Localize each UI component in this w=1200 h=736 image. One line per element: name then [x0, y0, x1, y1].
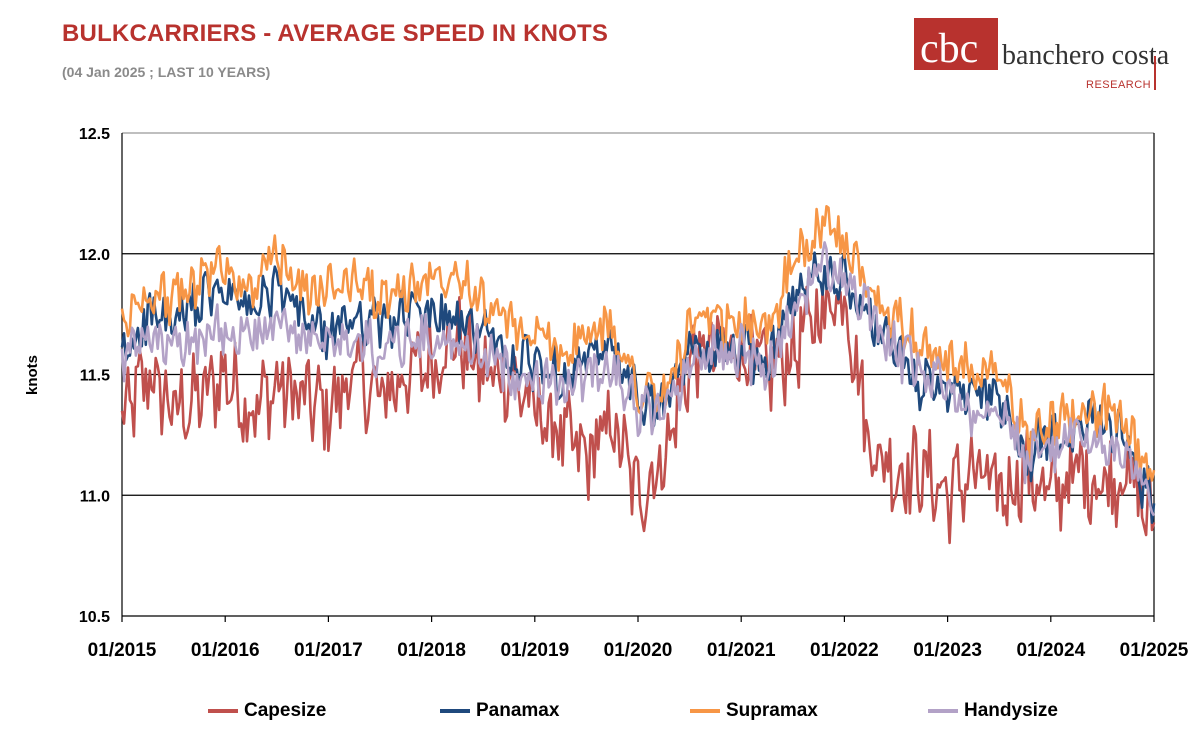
- legend-swatch: [928, 709, 958, 713]
- x-tick-01/2015: 01/2015: [88, 640, 157, 661]
- x-tick-01/2023: 01/2023: [913, 640, 982, 661]
- chart-subtitle: (04 Jan 2025 ; LAST 10 YEARS): [62, 64, 271, 80]
- series-line-handysize: [120, 241, 1156, 517]
- legend-label: Panamax: [476, 700, 560, 721]
- y-axis-label: knots: [24, 355, 41, 395]
- y-tick-12.0: 12.0: [79, 247, 110, 264]
- x-tick-01/2022: 01/2022: [810, 640, 879, 661]
- y-tick-11.5: 11.5: [80, 368, 110, 385]
- x-tick-01/2019: 01/2019: [500, 640, 569, 661]
- x-tick-labels: 01/2015 01/2016 01/2017 01/2018 01/2019 01/20…: [88, 616, 1189, 661]
- x-tick-01/2025: 01/2025: [1120, 640, 1189, 661]
- legend-label: Handysize: [964, 700, 1058, 721]
- logo-monogram: cbc: [920, 26, 978, 72]
- legend-item-panamax: Panamax: [440, 698, 559, 724]
- legend-swatch: [208, 709, 238, 713]
- legend-swatch: [690, 709, 720, 713]
- x-tick-01/2021: 01/2021: [707, 640, 776, 661]
- logo-divider: [1154, 56, 1156, 90]
- legend-item-handysize: Handysize: [928, 698, 1058, 724]
- logo-brand-text: banchero costa: [1002, 40, 1170, 71]
- y-tick-10.5: 10.5: [79, 609, 110, 626]
- x-tick-01/2016: 01/2016: [191, 640, 260, 661]
- legend-label: Supramax: [726, 700, 818, 721]
- y-tick-12.5: 12.5: [79, 126, 110, 143]
- x-tick-01/2024: 01/2024: [1016, 640, 1085, 661]
- chart-title: BULKCARRIERS - AVERAGE SPEED IN KNOTS: [62, 20, 609, 47]
- series-line-supramax: [120, 205, 1156, 482]
- legend-swatch: [440, 709, 470, 713]
- legend-item-supramax: Supramax: [690, 698, 818, 724]
- logo-sub-text: RESEARCH: [1086, 79, 1152, 91]
- y-tick-11.0: 11.0: [80, 488, 110, 505]
- banchero-costa-logo: cbc: [914, 18, 998, 72]
- y-tick-labels: 10.5 11.0 11.5 12.0 12.5: [79, 126, 110, 626]
- x-tick-01/2017: 01/2017: [294, 640, 363, 661]
- legend-item-capesize: Capesize: [208, 698, 326, 724]
- x-tick-01/2018: 01/2018: [397, 640, 466, 661]
- legend-label: Capesize: [244, 700, 327, 721]
- series-lines: [120, 205, 1156, 545]
- series-line-capesize: [120, 285, 1156, 545]
- logo-block: [914, 18, 998, 70]
- x-tick-01/2020: 01/2020: [604, 640, 673, 661]
